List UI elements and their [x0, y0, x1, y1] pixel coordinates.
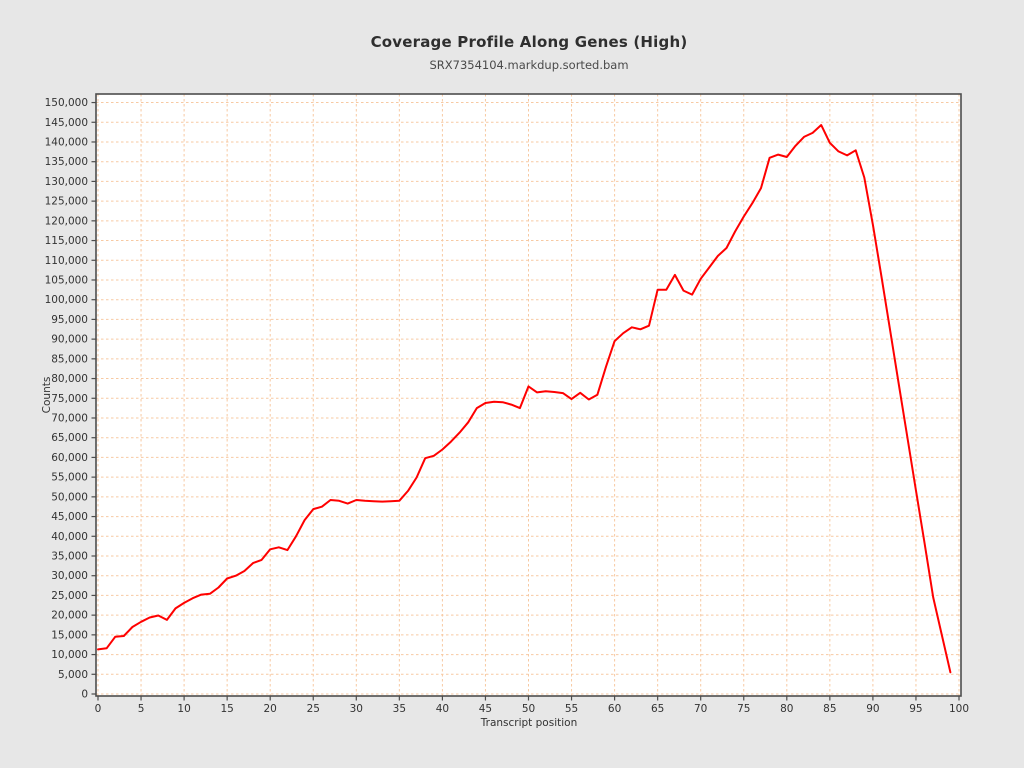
y-tick-label: 50,000	[51, 491, 88, 503]
y-tick-label: 25,000	[51, 590, 88, 602]
y-tick-label: 95,000	[51, 314, 88, 326]
y-tick-label: 30,000	[51, 570, 88, 582]
x-tick-label: 100	[949, 703, 969, 715]
y-tick-label: 90,000	[51, 334, 88, 346]
y-tick-label: 75,000	[51, 393, 88, 405]
y-tick-label: 140,000	[45, 136, 88, 148]
x-tick-label: 45	[479, 703, 492, 715]
y-tick-label: 65,000	[51, 432, 88, 444]
x-tick-label: 80	[780, 703, 793, 715]
y-tick-label: 135,000	[45, 156, 88, 168]
y-tick-label: 100,000	[45, 294, 88, 306]
y-tick-label: 45,000	[51, 511, 88, 523]
x-tick-label: 85	[823, 703, 836, 715]
y-tick-label: 115,000	[45, 235, 88, 247]
x-tick-label: 10	[177, 703, 190, 715]
y-tick-label: 10,000	[51, 649, 88, 661]
coverage-line	[97, 124, 952, 674]
y-tick-label: 125,000	[45, 196, 88, 208]
y-tick-label: 80,000	[51, 373, 88, 385]
x-tick-label: 15	[220, 703, 233, 715]
x-tick-label: 5	[138, 703, 145, 715]
x-tick-label: 75	[737, 703, 750, 715]
y-tick-label: 150,000	[45, 97, 88, 109]
x-tick-label: 0	[95, 703, 102, 715]
y-tick-label: 105,000	[45, 274, 88, 286]
y-tick-label: 60,000	[51, 452, 88, 464]
x-tick-label: 30	[350, 703, 363, 715]
x-axis-title: Transcript position	[480, 717, 578, 729]
y-tick-label: 130,000	[45, 176, 88, 188]
x-tick-label: 40	[436, 703, 449, 715]
y-tick-label: 85,000	[51, 353, 88, 365]
y-tick-label: 120,000	[45, 215, 88, 227]
y-tick-label: 70,000	[51, 412, 88, 424]
x-tick-label: 20	[264, 703, 277, 715]
y-tick-label: 20,000	[51, 610, 88, 622]
x-tick-label: 90	[866, 703, 879, 715]
y-tick-label: 0	[81, 689, 88, 701]
x-tick-label: 70	[694, 703, 707, 715]
x-tick-label: 55	[565, 703, 578, 715]
y-tick-label: 55,000	[51, 472, 88, 484]
y-tick-label: 15,000	[51, 629, 88, 641]
y-tick-label: 145,000	[45, 117, 88, 129]
y-tick-label: 110,000	[45, 255, 88, 267]
y-tick-label: 5,000	[58, 669, 88, 681]
x-tick-label: 35	[393, 703, 406, 715]
y-tick-label: 40,000	[51, 531, 88, 543]
x-tick-label: 25	[307, 703, 320, 715]
page-title: Coverage Profile Along Genes (High)	[370, 33, 688, 51]
y-tick-label: 35,000	[51, 550, 88, 562]
page-subtitle: SRX7354104.markdup.sorted.bam	[429, 58, 629, 72]
x-tick-label: 95	[909, 703, 922, 715]
x-tick-label: 60	[608, 703, 621, 715]
x-tick-label: 50	[522, 703, 535, 715]
x-tick-label: 65	[651, 703, 664, 715]
